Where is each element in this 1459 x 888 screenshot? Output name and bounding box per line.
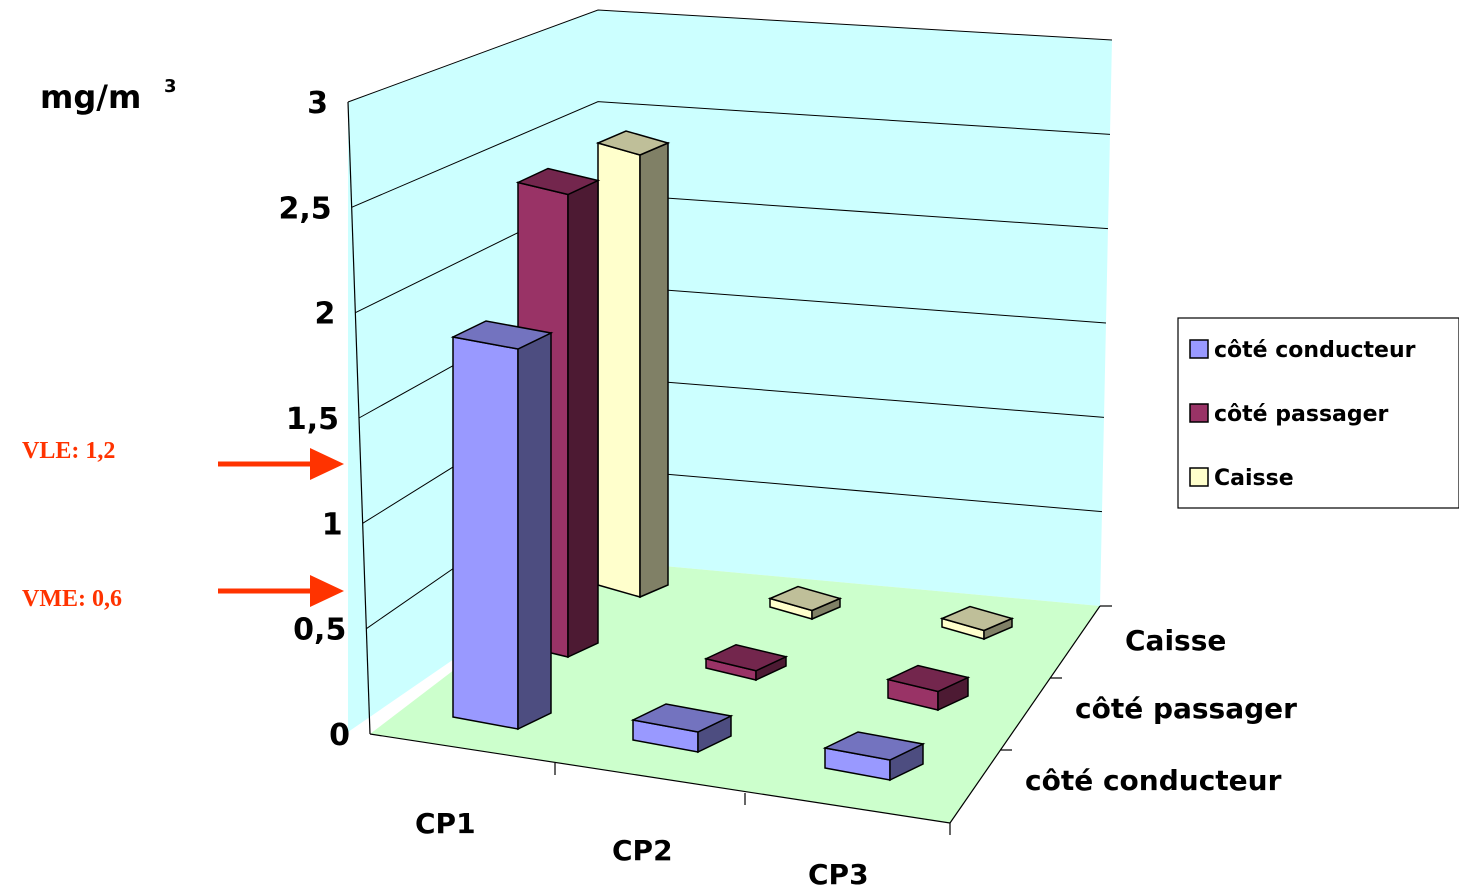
legend-label-caisse: Caisse (1214, 466, 1294, 491)
y-tick-label: 0 (329, 718, 350, 753)
vme-label: VME: 0,6 (22, 586, 122, 612)
vle-label: VLE: 1,2 (22, 438, 115, 464)
bar (450, 320, 554, 731)
vle-annotation: VLE: 1,2 (22, 438, 344, 480)
vme-annotation: VME: 0,6 (22, 575, 344, 612)
bar (767, 585, 843, 621)
category-label-cp2: CP2 (612, 834, 673, 867)
y-unit-label: mg/m (40, 78, 141, 116)
bar-top (515, 167, 601, 196)
y-tick-label: 1 (322, 507, 343, 542)
vle-arrow-head (310, 448, 344, 480)
y-tick-label: 1,5 (286, 402, 339, 437)
gridline (351, 101, 1111, 208)
depth-label-conducteur: côté conducteur (1025, 764, 1282, 797)
category-label-cp1: CP1 (415, 807, 476, 840)
depth-label-passager: côté passager (1075, 692, 1297, 725)
bar-top (939, 605, 1015, 632)
y-unit-superscript: 3 (164, 76, 177, 97)
bar (703, 643, 789, 682)
vme-arrow-head (310, 575, 344, 607)
bar-top (703, 643, 789, 672)
bar-side (639, 141, 669, 599)
legend-label-conducteur: côté conducteur (1214, 338, 1416, 363)
bar (885, 664, 971, 712)
bar-side (517, 331, 552, 731)
bar (822, 731, 926, 782)
bar (939, 605, 1015, 641)
y-axis-ticks: 0 0,5 1 1,5 2 2,5 3 (279, 86, 350, 753)
bar-top (450, 320, 554, 350)
legend-swatch-caisse (1189, 467, 1209, 487)
bar-top (767, 585, 843, 612)
bar (630, 703, 734, 754)
y-tick-label: 0,5 (293, 613, 346, 648)
gridline (347, 9, 1113, 103)
legend-swatch-passager (1189, 403, 1209, 423)
category-label-cp3: CP3 (808, 858, 869, 888)
y-tick-label: 2,5 (279, 191, 332, 226)
legend-box (1177, 317, 1459, 509)
bar-top (595, 130, 671, 156)
legend-swatch-conducteur (1189, 339, 1209, 359)
bar-top (885, 664, 971, 693)
y-tick-label: 3 (307, 86, 328, 121)
legend-label-passager: côté passager (1214, 402, 1389, 427)
bar-top (822, 731, 926, 761)
legend: côté conducteur côté passager Caisse (1177, 317, 1459, 509)
depth-label-caisse: Caisse (1125, 624, 1226, 657)
bar-side (567, 179, 599, 659)
bar-front (597, 142, 641, 598)
bars (450, 130, 1015, 782)
bar-front (452, 336, 519, 730)
axis-frame (347, 101, 1112, 835)
y-tick-label: 2 (314, 297, 335, 332)
bar-top (630, 703, 734, 733)
bar (595, 130, 671, 599)
